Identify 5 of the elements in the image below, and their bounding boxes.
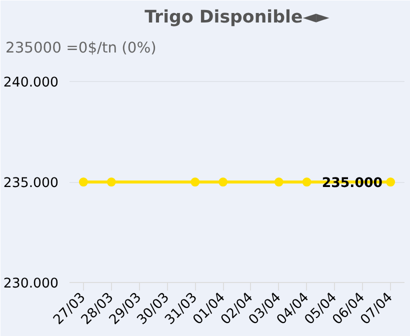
y-tick-label: 235.000 [3, 176, 59, 192]
y-tick-label: 230.000 [3, 276, 59, 292]
chart-subtitle: 235000 =0$/tn (0%) [6, 40, 156, 56]
y-tick-label: 240.000 [3, 76, 59, 91]
chart-title: Trigo Disponible◄► [144, 8, 330, 28]
